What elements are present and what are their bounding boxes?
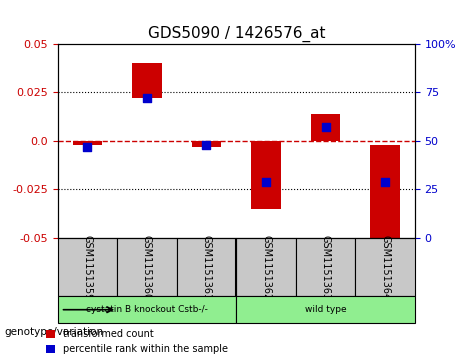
Bar [72,141,102,145]
FancyBboxPatch shape [296,238,355,296]
Bar [192,141,221,147]
Point [322,124,329,130]
Bar [370,145,400,238]
Bar [132,63,162,98]
Text: genotype/variation: genotype/variation [5,327,104,337]
Text: wild type: wild type [305,305,346,314]
Text: cystatin B knockout Cstb-/-: cystatin B knockout Cstb-/- [86,305,208,314]
FancyBboxPatch shape [355,238,415,296]
FancyBboxPatch shape [236,238,296,296]
Text: GSM1151359: GSM1151359 [83,234,92,300]
Text: GSM1151364: GSM1151364 [380,234,390,300]
FancyBboxPatch shape [177,238,236,296]
Point [84,144,91,150]
FancyBboxPatch shape [58,296,236,323]
Text: GSM1151360: GSM1151360 [142,234,152,300]
Text: GSM1151362: GSM1151362 [261,234,271,300]
FancyBboxPatch shape [117,238,177,296]
Point [262,179,270,184]
FancyBboxPatch shape [236,296,415,323]
Bar [311,114,341,141]
Point [381,179,389,184]
Title: GDS5090 / 1426576_at: GDS5090 / 1426576_at [148,26,325,42]
Text: GSM1151363: GSM1151363 [320,234,331,300]
Text: GSM1151361: GSM1151361 [201,234,212,300]
Point [203,142,210,148]
Point [143,95,151,101]
FancyBboxPatch shape [58,238,117,296]
Legend: transformed count, percentile rank within the sample: transformed count, percentile rank withi… [42,326,232,358]
Bar [251,141,281,209]
